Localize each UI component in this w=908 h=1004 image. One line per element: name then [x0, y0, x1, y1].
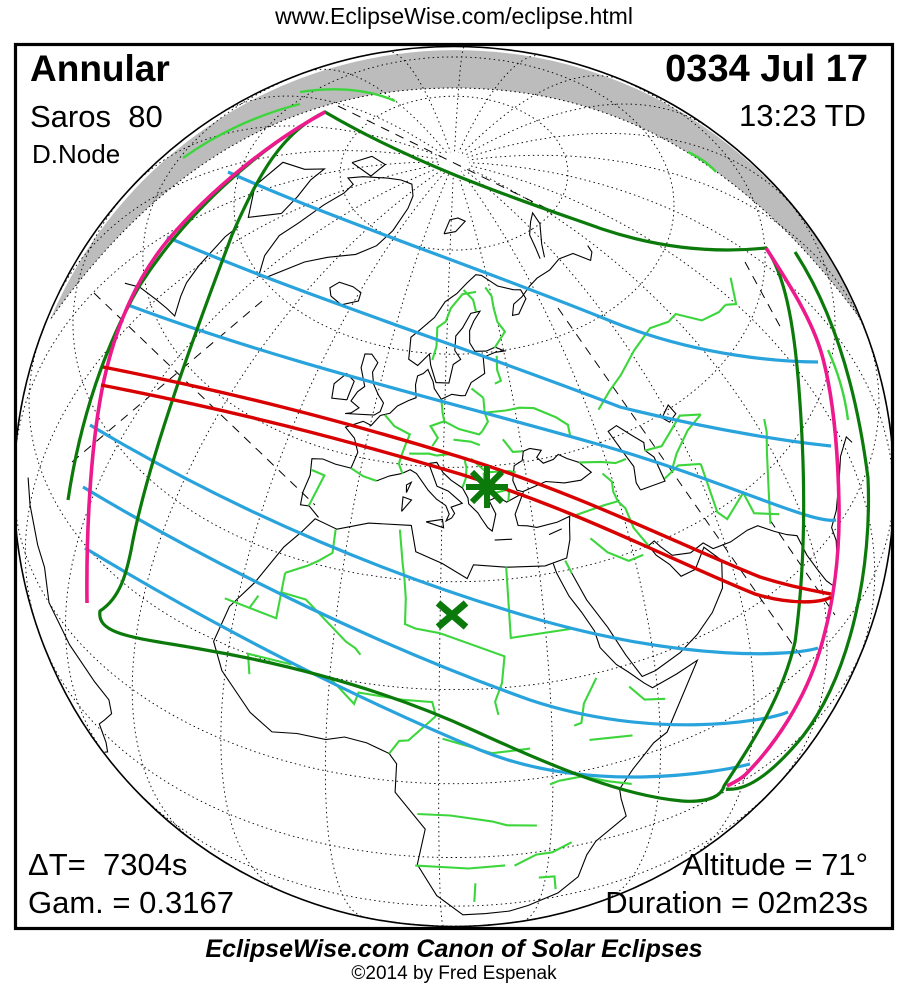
contour-line: [227, 170, 819, 364]
sunrise-sunset-curves: [85, 110, 841, 788]
eclipse-magnitude-contours: [82, 170, 837, 779]
sunset-curve: [726, 247, 841, 788]
eclipse-time-label: 13:23 TD: [739, 98, 866, 133]
footer-copyright: ©2014 by Fred Espenak: [351, 963, 557, 984]
greatest-eclipse-marker: [479, 479, 495, 495]
penumbra-limit-east-outer: [725, 251, 871, 791]
contour-line: [82, 485, 789, 727]
delta-t-label: ΔT= 7304s: [28, 847, 188, 882]
dashed-event-lines: [71, 105, 836, 659]
graticule-grid: [16, 46, 892, 927]
penumbra-limit-west-outer: [66, 110, 326, 501]
annular-path-south: [100, 383, 832, 604]
sunrise-curve: [85, 110, 326, 604]
penumbra-limit-loop: [98, 110, 806, 803]
duration-label: Duration = 02m23s: [605, 885, 868, 920]
footer-title: EclipseWise.com Canon of Solar Eclipses: [205, 935, 703, 963]
night-shade-band: [50, 50, 862, 321]
saros-series-label: Saros 80: [30, 99, 163, 134]
contour-line: [89, 423, 819, 656]
eclipse-type-label: Annular: [30, 48, 170, 89]
map-frame: [13, 42, 895, 931]
annular-path-limits: [100, 365, 832, 604]
gamma-label: Gam. = 0.3167: [28, 885, 234, 920]
annular-path-north: [102, 365, 832, 596]
altitude-label: Altitude = 71°: [682, 847, 868, 882]
node-label: D.Node: [32, 139, 121, 169]
eclipse-date-label: 0334 Jul 17: [665, 48, 868, 90]
subsolar-point-marker: [435, 600, 469, 630]
country-borders: [224, 277, 780, 902]
header-url: www.EclipseWise.com/eclipse.html: [275, 3, 633, 29]
eclipse-markers: [435, 466, 508, 630]
contour-line: [166, 235, 832, 448]
contour-line: [84, 546, 751, 779]
limb-coast-arcs: [182, 88, 850, 421]
globe-limb-circle: [16, 46, 892, 927]
contour-line: [127, 303, 837, 522]
